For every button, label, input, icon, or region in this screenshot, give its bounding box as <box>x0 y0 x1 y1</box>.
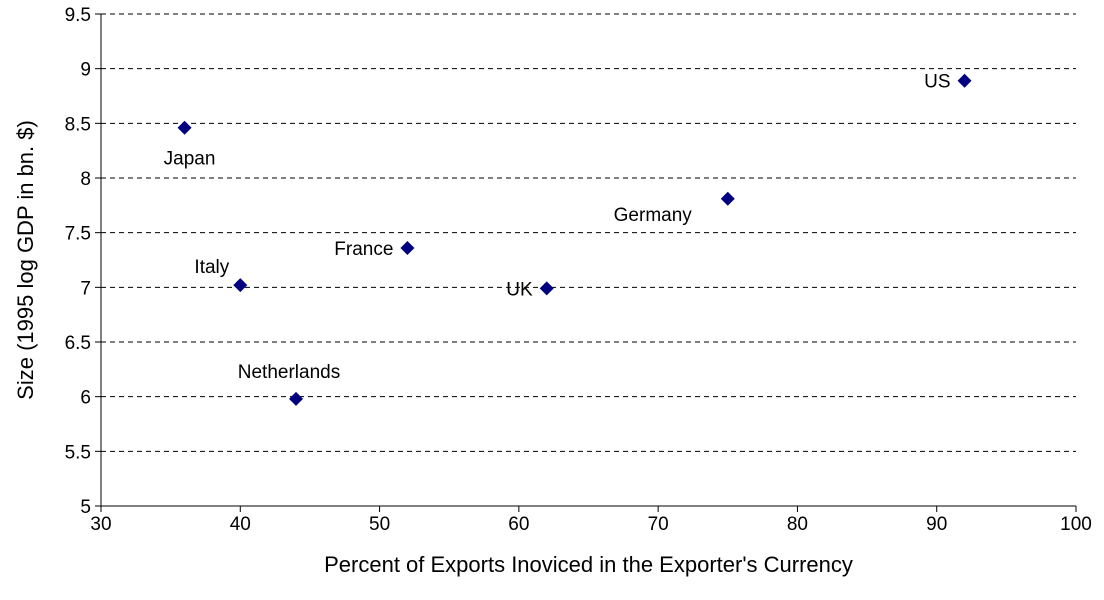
x-tick-labels: 30 40 50 60 70 80 90 100 <box>90 514 1091 535</box>
point-label-japan: Japan <box>164 149 216 170</box>
point-label-netherlands: Netherlands <box>238 362 340 383</box>
y-tick-label: 9 <box>80 60 91 81</box>
y-tick-label: 6.5 <box>65 333 91 354</box>
point-label-us: US <box>924 72 950 93</box>
y-tick-label: 7.5 <box>65 224 91 245</box>
point-labels: Japan Italy Netherlands France UK Germany US <box>164 72 951 383</box>
data-point-japan <box>177 120 192 135</box>
x-tick-label: 60 <box>508 514 529 535</box>
y-tick-label: 5 <box>80 497 91 518</box>
y-tick-label: 8.5 <box>65 114 91 135</box>
x-tick-label: 90 <box>926 514 947 535</box>
data-points <box>177 73 972 406</box>
axes <box>95 13 1077 512</box>
y-tick-label: 5.5 <box>65 442 91 463</box>
x-tick-label: 50 <box>369 514 390 535</box>
data-point-uk <box>539 281 554 296</box>
x-axis-title: Percent of Exports Inoviced in the Expor… <box>324 552 853 577</box>
x-tick-label: 80 <box>787 514 808 535</box>
y-axis-title: Size (1995 log GDP in bn. $) <box>13 120 38 400</box>
y-tick-label: 9.5 <box>65 5 91 26</box>
y-tick-label: 6 <box>80 388 91 409</box>
x-tick-label: 40 <box>230 514 251 535</box>
data-point-germany <box>720 191 735 206</box>
data-point-italy <box>233 278 248 293</box>
data-point-us <box>957 73 972 88</box>
x-tick-label: 100 <box>1060 514 1092 535</box>
data-point-france <box>400 240 415 255</box>
y-tick-label: 7 <box>80 278 91 299</box>
y-tick-labels: 5 5.5 6 6.5 7 7.5 8 8.5 9 9.5 <box>65 5 91 518</box>
point-label-italy: Italy <box>194 257 229 278</box>
x-tick-label: 30 <box>90 514 111 535</box>
y-tick-label: 8 <box>80 169 91 190</box>
gridlines <box>101 13 1076 452</box>
data-point-netherlands <box>289 391 303 406</box>
x-tick-label: 70 <box>648 514 669 535</box>
point-label-france: France <box>334 239 393 260</box>
point-label-germany: Germany <box>614 205 693 226</box>
point-label-uk: UK <box>506 279 533 300</box>
